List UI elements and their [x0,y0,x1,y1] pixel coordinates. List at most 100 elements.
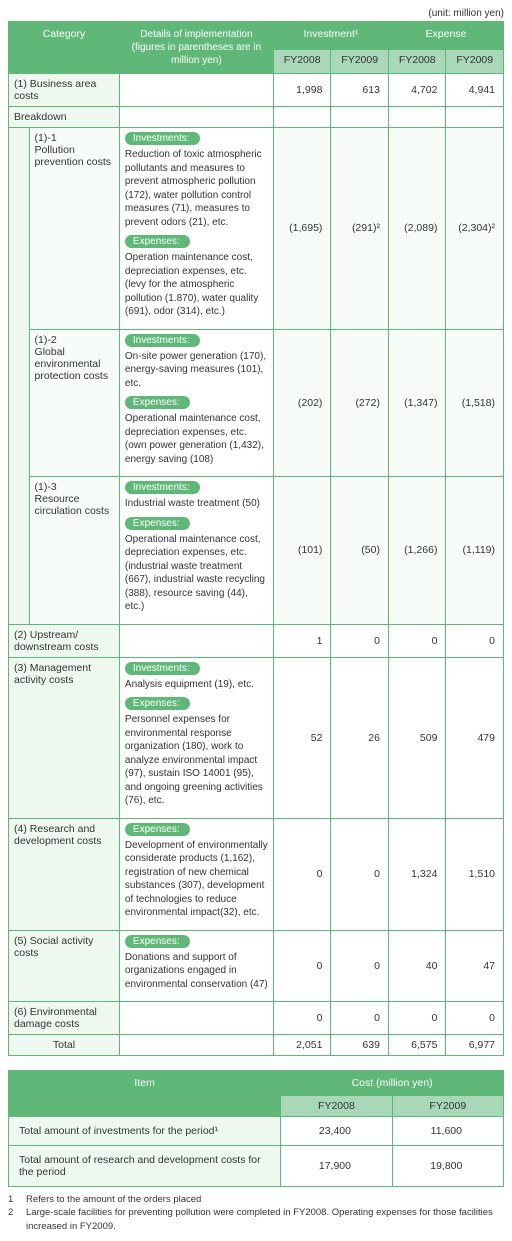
val: 0 [388,624,446,657]
main-table: Category Details of implementation (figu… [8,21,504,1056]
val [273,107,331,128]
row-6: (6) Environmental damage costs 0 0 0 0 [9,1002,504,1035]
cat-6: (6) Environmental damage costs [9,1002,120,1035]
val: (50) [331,477,389,625]
hdr-inv-fy09: FY2009 [331,50,389,74]
val: 47 [446,930,504,1002]
breakdown-spacer [9,128,30,625]
hdr-investment: Investment¹ [273,22,388,50]
val: (2,089) [388,128,446,330]
val: (291)² [331,128,389,330]
hdr-expense: Expense [388,22,503,50]
val: 0 [331,930,389,1002]
detail-4: Expenses: Development of environmentally… [119,818,273,930]
val: 1,324 [388,818,446,930]
tbl2-row-2: Total amount of research and development… [9,1146,504,1187]
fn-num: 1 [8,1193,18,1206]
val: 6,977 [446,1035,504,1056]
detail-empty [119,624,273,657]
val: 23,400 [281,1117,392,1146]
detail-1-3: Investments: Industrial waste treatment … [119,477,273,625]
row-total: Total 2,051 639 6,575 6,977 [9,1035,504,1056]
hdr-category: Category [9,22,120,74]
inv-detail-text: Analysis equipment (19), etc. [125,678,268,692]
detail-5: Expenses: Donations and support of organ… [119,930,273,1002]
fn-num: 2 [8,1206,18,1233]
exp-detail-text: Operational maintenance cost, depreciati… [125,533,268,614]
detail-empty [119,107,273,128]
detail-empty [119,1002,273,1035]
val: 0 [446,1002,504,1035]
pill-investments: Investments: [125,132,200,145]
val: 52 [273,657,331,818]
cat-1-1: (1)-1 Pollution prevention costs [29,128,119,330]
cat-1-3: (1)-3 Resource circulation costs [29,477,119,625]
pill-expenses: Expenses: [125,697,190,710]
val: 19,800 [392,1146,503,1187]
val: (202) [273,329,331,477]
footnotes: 1 Refers to the amount of the orders pla… [8,1193,504,1233]
detail-empty [119,74,273,107]
val: 479 [446,657,504,818]
val: 17,900 [281,1146,392,1187]
exp-detail-text: Operation maintenance cost, depreciation… [125,251,268,319]
cat-4: (4) Research and development costs [9,818,120,930]
exp-detail-text: Personnel expenses for environmental res… [125,713,268,808]
val [446,107,504,128]
hdr-fy09: FY2009 [392,1096,503,1117]
footnote-2: 2 Large-scale facilities for preventing … [8,1206,504,1233]
val: (1,119) [446,477,504,625]
unit-label: (unit: million yen) [8,8,504,19]
val: 4,941 [446,74,504,107]
cat-1: (1) Business area costs [9,74,120,107]
val: (1,347) [388,329,446,477]
tbl2-row-1: Total amount of investments for the peri… [9,1117,504,1146]
val: 1,998 [273,74,331,107]
pill-expenses: Expenses: [125,235,190,248]
tbl2-hdr-1: Item Cost (million yen) [9,1071,504,1096]
val: (1,695) [273,128,331,330]
cat-3: (3) Management activity costs [9,657,120,818]
inv-detail-text: On-site power generation (170), energy-s… [125,350,268,391]
val: 4,702 [388,74,446,107]
val: 11,600 [392,1117,503,1146]
val: 0 [273,1002,331,1035]
breakdown-label: Breakdown [9,107,120,128]
detail-3: Investments: Analysis equipment (19), et… [119,657,273,818]
val: 0 [273,930,331,1002]
val: (101) [273,477,331,625]
row-1-3: (1)-3 Resource circulation costs Investm… [9,477,504,625]
item-2: Total amount of research and development… [9,1146,281,1187]
hdr-cost: Cost (million yen) [281,1071,504,1096]
item-1: Total amount of investments for the peri… [9,1117,281,1146]
inv-detail-text: Reduction of toxic atmospheric pollutant… [125,148,268,229]
exp-detail-text: Development of environmentally considera… [125,839,268,920]
val: 0 [331,818,389,930]
val: 0 [388,1002,446,1035]
row-4: (4) Research and development costs Expen… [9,818,504,930]
pill-expenses: Expenses: [125,396,190,409]
hdr-details: Details of implementation (figures in pa… [119,22,273,74]
row-3: (3) Management activity costs Investment… [9,657,504,818]
row-breakdown: Breakdown [9,107,504,128]
hdr-inv-fy08: FY2008 [273,50,331,74]
val [388,107,446,128]
val: 0 [331,1002,389,1035]
detail-1-1: Investments: Reduction of toxic atmosphe… [119,128,273,330]
detail-empty [119,1035,273,1056]
hdr-fy08: FY2008 [281,1096,392,1117]
val: 0 [273,818,331,930]
hdr-exp-fy09: FY2009 [446,50,504,74]
pill-investments: Investments: [125,334,200,347]
val: 1,510 [446,818,504,930]
val: 613 [331,74,389,107]
exp-detail-text: Operational maintenance cost, depreciati… [125,412,268,466]
total-label: Total [9,1035,120,1056]
row-1-1: (1)-1 Pollution prevention costs Investm… [9,128,504,330]
row-1-2: (1)-2 Global environmental protection co… [9,329,504,477]
pill-expenses: Expenses: [125,823,190,836]
val: 2,051 [273,1035,331,1056]
header-row-1: Category Details of implementation (figu… [9,22,504,50]
pill-expenses: Expenses: [125,935,190,948]
val: 509 [388,657,446,818]
